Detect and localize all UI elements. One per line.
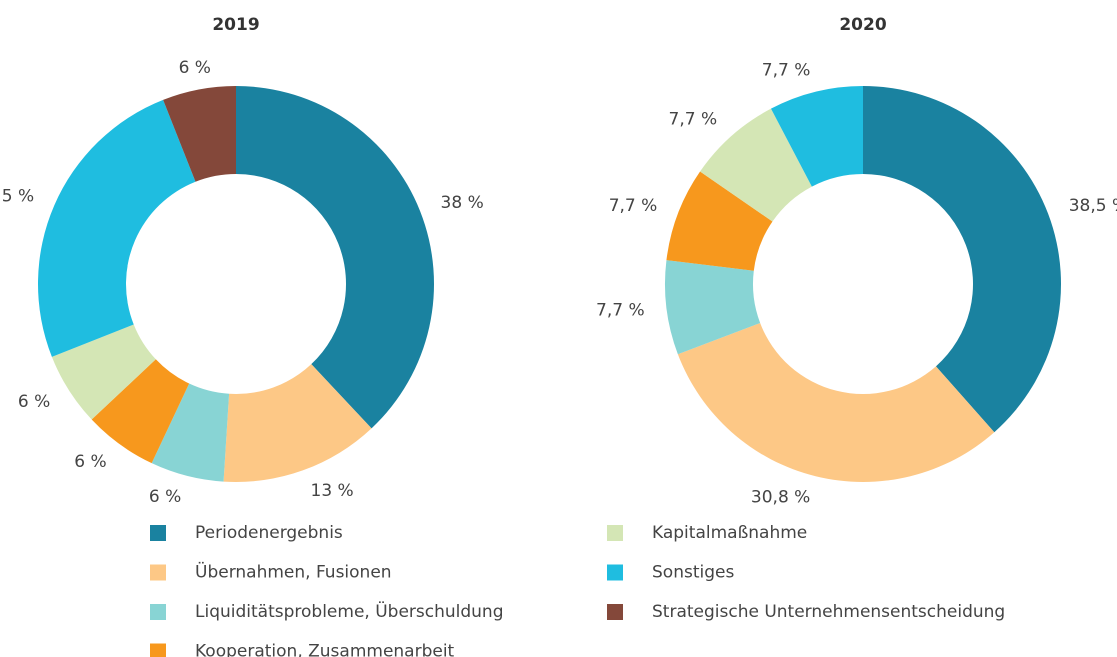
slice	[770, 86, 863, 187]
legend-swatch	[150, 564, 166, 581]
data-label: 25 %	[0, 187, 34, 207]
legend-label: Liquiditätsprobleme, Überschuldung	[195, 600, 504, 622]
legend-swatch	[150, 604, 166, 620]
legend-label: Sonstiges	[652, 563, 734, 583]
slice	[223, 364, 372, 482]
legend-label: Strategische Unternehmensentscheidung	[652, 602, 1005, 622]
legend-swatch	[150, 643, 166, 657]
data-label: 6 %	[18, 392, 50, 412]
slice	[700, 108, 812, 222]
legend-swatch	[150, 525, 166, 541]
legend-label: Übernahmen, Fusionen	[195, 561, 392, 583]
slice	[677, 323, 995, 482]
legend-swatch	[607, 564, 623, 581]
slice	[91, 359, 190, 464]
legend-swatch	[607, 604, 623, 620]
data-label: 38 %	[441, 193, 484, 213]
slice	[151, 383, 230, 482]
slice	[37, 99, 196, 357]
legend-label: Periodenergebnis	[195, 523, 343, 543]
chart-title: 2020	[839, 15, 886, 35]
legend-label: Kooperation, Zusammenarbeit	[195, 642, 455, 657]
data-label: 7,7 %	[669, 109, 718, 129]
chart-title: 2019	[212, 15, 259, 35]
slice	[665, 260, 761, 355]
legend-swatch	[607, 525, 623, 541]
legend-label: Kapitalmaßnahme	[652, 523, 807, 543]
slice	[236, 86, 434, 429]
data-label: 6 %	[149, 487, 181, 507]
slice	[51, 324, 156, 420]
data-label: 6 %	[179, 58, 211, 78]
data-label: 7,7 %	[609, 196, 658, 216]
slice	[863, 86, 1062, 433]
data-label: 13 %	[311, 481, 354, 501]
data-label: 7,7 %	[762, 60, 811, 80]
data-label: 6 %	[74, 452, 106, 472]
slice	[666, 171, 773, 271]
data-label: 38,5 %	[1069, 196, 1117, 216]
data-label: 30,8 %	[751, 488, 810, 508]
slice	[163, 86, 236, 182]
data-label: 7,7 %	[596, 301, 645, 321]
